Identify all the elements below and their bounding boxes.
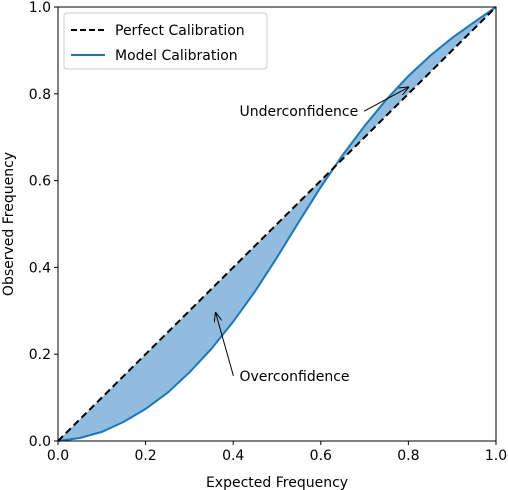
- y-tick-label-2: 0.4: [29, 260, 51, 276]
- perfect-calibration-line: [57, 6, 497, 442]
- y-tick-label-0: 0.0: [29, 434, 51, 450]
- x-tick-label-5: 1.0: [485, 448, 507, 464]
- y-tick-label-4: 0.8: [29, 87, 51, 103]
- x-tick-label-4: 0.8: [397, 448, 419, 464]
- annotation-arrow-0: [363, 87, 408, 112]
- annotation-arrow-1: [216, 313, 234, 377]
- y-axis-label: Observed Frequency: [1, 152, 17, 296]
- annotation-label-0: Underconfidence: [240, 104, 359, 120]
- axes: 0.0 0.2 0.4 0.6 0.8 1.0 0.0 0.2 0.4 0.6 0.8 1.0: [29, 0, 507, 464]
- x-tick-label-2: 0.4: [222, 448, 244, 464]
- annotations: Underconfidence Overconfidence: [216, 87, 409, 385]
- y-tick-label-5: 1.0: [29, 0, 51, 16]
- y-tick-label-3: 0.6: [29, 174, 51, 190]
- legend: Perfect Calibration Model Calibration: [63, 12, 268, 70]
- model-calibration-line: [57, 6, 497, 442]
- legend-model-label: Model Calibration: [115, 48, 238, 64]
- x-tick-label-1: 0.2: [134, 448, 156, 464]
- y-tick-label-1: 0.2: [29, 347, 51, 363]
- legend-perfect-label: Perfect Calibration: [115, 23, 245, 39]
- x-tick-label-0: 0.0: [47, 448, 69, 464]
- series-lines: [57, 6, 497, 442]
- x-tick-label-3: 0.6: [310, 448, 332, 464]
- annotation-label-1: Overconfidence: [240, 369, 350, 385]
- legend-box: [63, 12, 268, 70]
- axes-frame: [57, 6, 497, 442]
- x-axis-label: Expected Frequency: [206, 475, 348, 490]
